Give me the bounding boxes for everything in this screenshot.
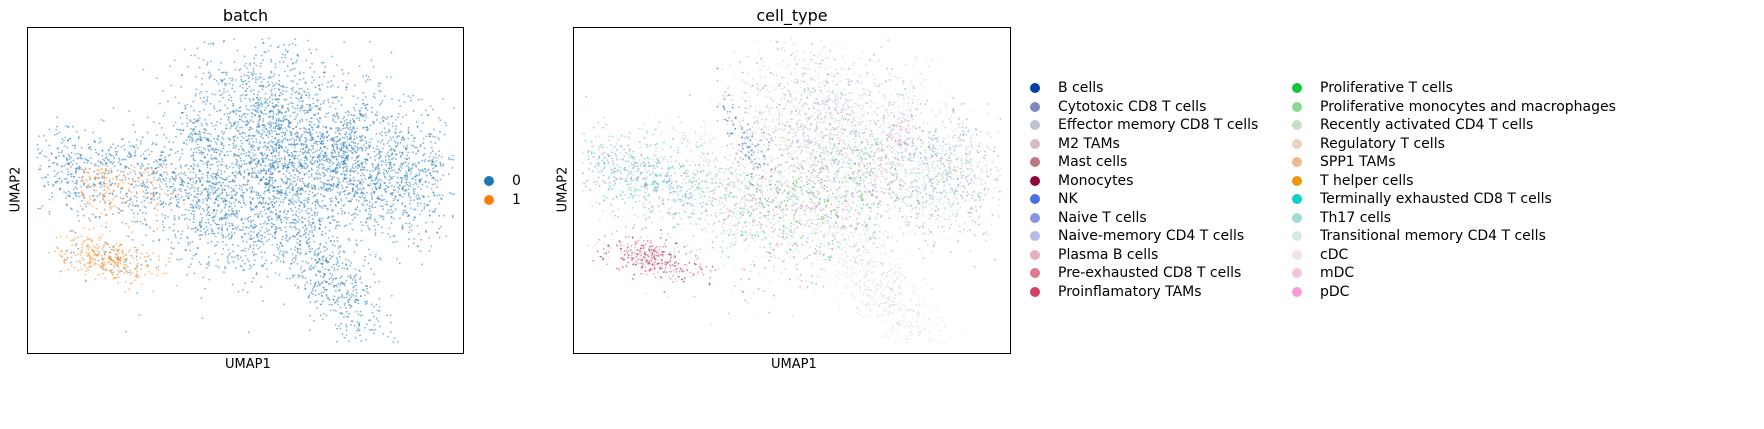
legend-label: 1 bbox=[512, 191, 521, 208]
legend-marker bbox=[484, 176, 494, 186]
series-points bbox=[647, 82, 941, 251]
batch-x-axis-label: UMAP1 bbox=[225, 357, 271, 372]
series-points bbox=[592, 227, 717, 280]
legend-label: Transitional memory CD4 T cells bbox=[1320, 228, 1546, 244]
series-points bbox=[686, 39, 975, 341]
legend-marker bbox=[1292, 120, 1302, 130]
legend-label: Monocytes bbox=[1058, 172, 1134, 189]
legend-marker bbox=[1292, 231, 1302, 241]
legend-marker bbox=[1030, 138, 1040, 149]
legend-label: Naive T cells bbox=[1058, 209, 1147, 226]
series-points bbox=[598, 225, 712, 283]
legend-marker bbox=[1030, 212, 1040, 223]
legend-marker bbox=[1292, 175, 1302, 186]
legend-label: Proliferative T cells bbox=[1320, 80, 1453, 96]
legend-label: cDC bbox=[1320, 246, 1349, 263]
legend-marker bbox=[1292, 212, 1302, 223]
batch-plot-title: batch bbox=[222, 6, 269, 25]
legend-marker bbox=[1030, 268, 1040, 278]
cell-type-legend: B cells Cytotoxic CD8 T cells Effector mem… bbox=[1030, 78, 1760, 338]
legend-label: Plasma B cells bbox=[1058, 246, 1159, 263]
legend-label: SPP1 TAMs bbox=[1320, 154, 1396, 170]
legend-label: T helper cells bbox=[1320, 172, 1414, 189]
legend-marker bbox=[1030, 83, 1040, 93]
legend-marker bbox=[1030, 157, 1040, 167]
legend-label: Mast cells bbox=[1058, 154, 1128, 170]
legend-marker bbox=[1030, 286, 1040, 297]
legend-label: Effector memory CD8 T cells bbox=[1058, 117, 1259, 133]
series-points bbox=[852, 96, 1001, 270]
legend-marker bbox=[1030, 231, 1040, 241]
legend-label: Proinflamatory TAMs bbox=[1058, 283, 1202, 300]
legend-marker bbox=[1030, 175, 1040, 186]
series-points bbox=[853, 59, 933, 230]
legend-label: Cytotoxic CD8 T cells bbox=[1058, 98, 1207, 115]
cell-type-plot-title: cell_type bbox=[756, 6, 828, 25]
legend-marker bbox=[1292, 194, 1302, 204]
legend-marker bbox=[1292, 101, 1302, 112]
batch-y-axis-label: UMAP2 bbox=[8, 166, 24, 213]
legend-marker bbox=[1030, 120, 1040, 130]
legend-label: Th17 cells bbox=[1320, 209, 1392, 226]
series-points bbox=[36, 37, 456, 343]
cell-type-scatter-plot bbox=[582, 37, 1002, 344]
series-points bbox=[716, 67, 773, 200]
legend-marker bbox=[484, 194, 494, 205]
batch-scatter-plot bbox=[36, 37, 456, 343]
cell-type-y-axis-label: UMAP2 bbox=[555, 166, 571, 213]
legend-label: Terminally exhausted CD8 T cells bbox=[1320, 191, 1552, 207]
legend-label: B cells bbox=[1058, 80, 1104, 96]
legend-label: Pre-exhausted CD8 T cells bbox=[1058, 265, 1242, 281]
series-points bbox=[834, 73, 1002, 257]
legend-label: 0 bbox=[512, 173, 521, 189]
legend-label: Proliferative monocytes and macrophages bbox=[1320, 98, 1616, 115]
series-points bbox=[583, 95, 749, 249]
series-points bbox=[660, 37, 969, 344]
legend-label: Naive-memory CD4 T cells bbox=[1058, 228, 1245, 244]
legend-marker bbox=[1292, 286, 1302, 297]
legend-marker bbox=[1292, 268, 1302, 278]
legend-marker bbox=[1292, 249, 1302, 260]
legend-marker bbox=[1292, 83, 1302, 93]
legend-marker bbox=[1292, 138, 1302, 149]
legend-label: M2 TAMs bbox=[1058, 135, 1120, 152]
legend-label: pDC bbox=[1320, 283, 1350, 300]
legend-label: Regulatory T cells bbox=[1320, 135, 1445, 152]
legend-label: NK bbox=[1058, 191, 1078, 207]
series-points bbox=[587, 93, 1002, 291]
legend-marker bbox=[1292, 157, 1302, 167]
series-points bbox=[587, 233, 699, 298]
legend-marker bbox=[1030, 101, 1040, 112]
series-points bbox=[48, 163, 233, 293]
legend-marker bbox=[1030, 249, 1040, 260]
legend-label: mDC bbox=[1320, 265, 1355, 281]
legend-label: Recently activated CD4 T cells bbox=[1320, 117, 1534, 133]
legend-marker bbox=[1030, 194, 1040, 204]
cell-type-x-axis-label: UMAP1 bbox=[771, 357, 817, 372]
